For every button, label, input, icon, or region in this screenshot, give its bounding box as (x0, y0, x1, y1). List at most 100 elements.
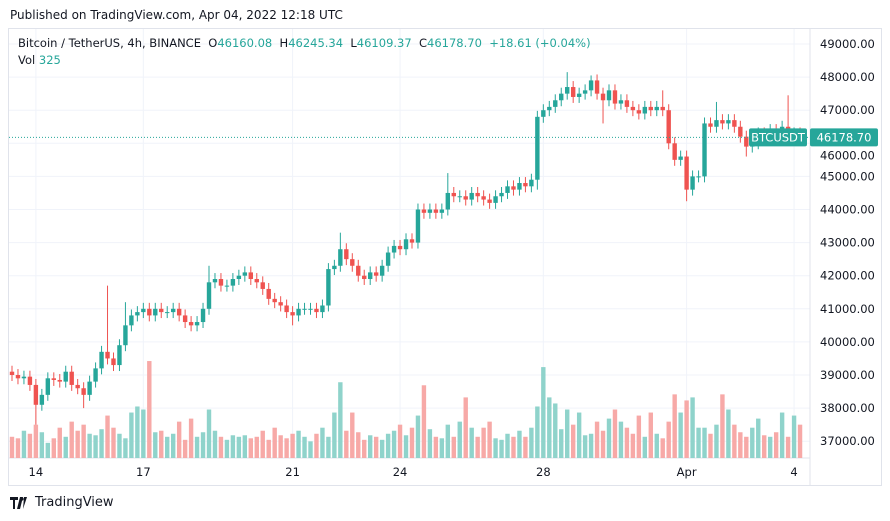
candle-body (618, 100, 624, 104)
candle-body (254, 279, 259, 283)
candle-body (93, 368, 98, 382)
candle-body (541, 110, 546, 117)
candle-body (344, 249, 349, 260)
candle-body (188, 322, 194, 326)
candle-body (350, 259, 355, 266)
volume-bar (99, 429, 104, 458)
volume-bar (433, 436, 439, 458)
volume-bar (463, 397, 468, 458)
volume-bar (51, 438, 56, 458)
candle-body (684, 156, 689, 190)
candle-body (523, 183, 528, 187)
x-tick-label: Apr (677, 465, 697, 479)
candle-body (69, 371, 74, 385)
candle-body (672, 143, 677, 160)
candle-body (732, 120, 737, 127)
candle-body (642, 106, 648, 114)
candle-body (702, 123, 707, 177)
candle-body (666, 110, 671, 144)
high-value: 46245.34 (288, 36, 344, 50)
volume-bar (373, 436, 379, 458)
volume-bar (469, 427, 474, 458)
volume-bar (266, 439, 271, 458)
candle-body (570, 87, 576, 97)
candle-body (135, 312, 140, 316)
volume-bar (391, 430, 397, 458)
candle-body (302, 308, 307, 310)
volume-bar (314, 433, 319, 458)
tradingview-logo[interactable]: TradingView (10, 495, 114, 510)
volume-bar (732, 424, 737, 458)
volume-bar (9, 436, 15, 458)
candle-body (308, 308, 313, 310)
candle-body (660, 106, 665, 111)
volume-bar (123, 438, 128, 458)
volume-bar (594, 421, 600, 458)
symbol-title: Bitcoin / TetherUS, 4h, BINANCE (18, 36, 201, 50)
y-tick-label: 37000.00 (820, 434, 875, 448)
volume-bar (666, 421, 671, 458)
brand-name: TradingView (35, 495, 114, 510)
candle-body (427, 209, 433, 213)
volume-bar (499, 439, 504, 458)
candle-body (194, 322, 200, 326)
volume-bar (75, 430, 80, 458)
volume-bar (696, 427, 701, 458)
x-tick-label: 24 (393, 465, 408, 479)
candle-body (624, 100, 630, 107)
volume-bar (230, 435, 236, 458)
volume-bar (206, 409, 212, 458)
volume-bar (27, 433, 33, 458)
volume-bar (648, 412, 653, 458)
candle-body (457, 196, 462, 198)
candle-body (27, 376, 33, 385)
volume-bar (576, 412, 582, 458)
volume-bar (200, 432, 206, 458)
chart-frame[interactable] (8, 28, 882, 486)
candle-body (230, 279, 236, 286)
y-tick-label: 48000.00 (820, 70, 875, 84)
change-value: +18.61 (+0.04%) (489, 36, 591, 50)
volume-bar (135, 406, 140, 458)
low-value: 46109.37 (356, 36, 412, 50)
volume-bar (475, 436, 480, 458)
y-tick-label: 40000.00 (820, 335, 875, 349)
candle-body (487, 199, 492, 203)
symbol-tag-label: BTCUSDT (751, 130, 806, 144)
volume-bar (565, 409, 570, 458)
candle-body (678, 156, 683, 160)
volume-bar (409, 427, 415, 458)
volume-bar (756, 418, 761, 458)
volume-bar (141, 409, 146, 458)
volume-bar (63, 436, 68, 458)
x-tick-label: 28 (536, 465, 551, 479)
volume-bar (690, 397, 695, 458)
candle-body (117, 345, 122, 366)
volume-bar (750, 427, 755, 458)
volume-bar (762, 435, 767, 458)
candle-body (15, 375, 21, 379)
volume-bar (582, 435, 588, 458)
y-tick-label: 47000.00 (820, 103, 875, 117)
candle-body (356, 265, 361, 276)
candle-body (326, 269, 331, 306)
candle-body (212, 279, 218, 283)
candle-body (379, 265, 385, 276)
candle-body (469, 192, 474, 200)
candle-body (391, 245, 397, 253)
volume-bar (451, 436, 456, 458)
volume-bar (332, 412, 337, 458)
candle-body (147, 308, 152, 316)
volume-bar (45, 442, 51, 458)
candle-body (260, 282, 265, 289)
volume-bar (642, 436, 648, 458)
candle-body (248, 272, 253, 280)
candle-body (182, 315, 188, 323)
volume-bar (720, 394, 725, 458)
volume-bar (302, 436, 307, 458)
volume-bar (708, 433, 713, 458)
volume-bar (129, 412, 134, 458)
y-tick-label: 42000.00 (820, 269, 875, 283)
candle-body (224, 285, 230, 287)
